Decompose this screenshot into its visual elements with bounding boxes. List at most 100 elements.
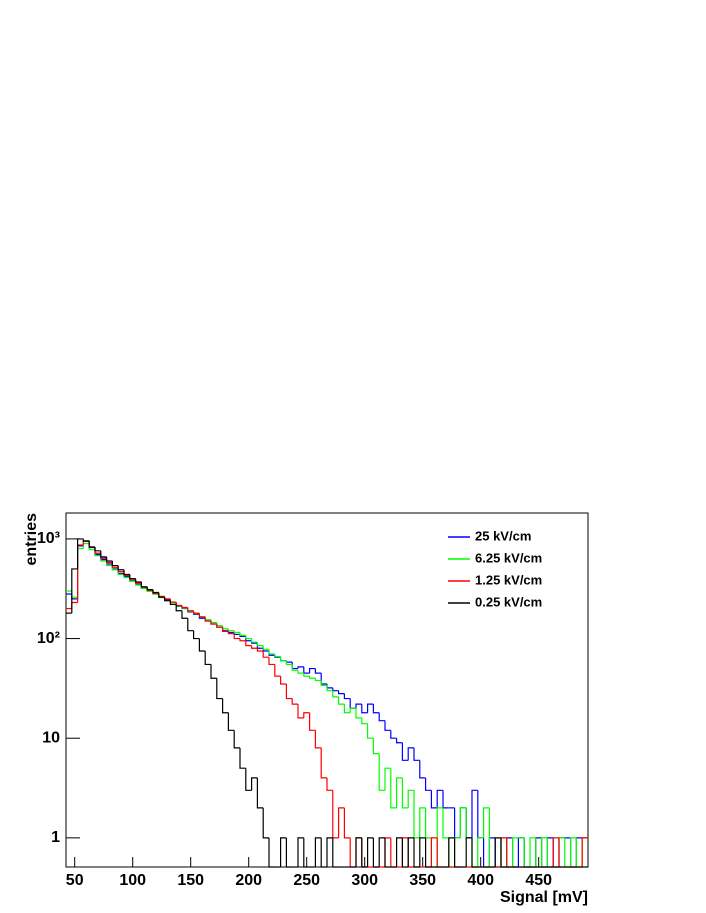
histogram-bin bbox=[187, 607, 194, 612]
histogram-bin bbox=[268, 651, 275, 656]
histogram-bin bbox=[210, 664, 217, 679]
histogram-bin bbox=[82, 538, 90, 542]
legend-label: 25 kV/cm bbox=[475, 528, 531, 543]
y-tick-label: 10 bbox=[42, 729, 60, 746]
histogram-bin bbox=[158, 593, 165, 597]
x-tick-label: 350 bbox=[409, 872, 436, 889]
histogram-bin bbox=[140, 584, 148, 589]
histogram-bin bbox=[106, 558, 113, 564]
histogram-bin bbox=[558, 837, 565, 868]
histogram-bin bbox=[204, 616, 211, 622]
histogram-bin bbox=[245, 640, 252, 647]
histogram-bin bbox=[100, 550, 107, 558]
histogram-bin bbox=[303, 666, 310, 674]
histogram-bin bbox=[436, 789, 443, 808]
histogram-bin bbox=[465, 807, 472, 839]
histogram-bin bbox=[338, 690, 345, 695]
histogram-bin bbox=[94, 546, 101, 552]
histogram-bin bbox=[367, 837, 374, 867]
histogram-bin bbox=[303, 673, 310, 677]
legend-label: 0.25 kV/cm bbox=[475, 594, 542, 609]
histogram-bin bbox=[506, 837, 513, 868]
histogram-bin bbox=[326, 685, 333, 692]
histogram-bin bbox=[77, 547, 84, 598]
histogram-bin bbox=[135, 578, 142, 583]
histogram-bin bbox=[494, 837, 501, 868]
histogram-bin bbox=[129, 574, 136, 580]
histogram-bin bbox=[204, 616, 211, 621]
y-axis-title: entries bbox=[23, 513, 40, 566]
histogram-bin bbox=[378, 712, 385, 722]
histogram-bin bbox=[216, 624, 223, 628]
histogram-bin bbox=[564, 837, 571, 868]
histogram-bin bbox=[181, 610, 188, 619]
histogram-bin bbox=[558, 837, 565, 867]
histogram-bin bbox=[314, 668, 322, 674]
histogram-bin bbox=[523, 837, 530, 868]
histogram-bin bbox=[158, 592, 165, 598]
histogram-bin bbox=[512, 837, 519, 867]
histogram-bin bbox=[222, 698, 229, 714]
histogram-bin bbox=[233, 630, 240, 634]
histogram-bin bbox=[268, 649, 275, 655]
histogram-bin bbox=[541, 837, 548, 868]
histogram-bin bbox=[448, 837, 455, 868]
histogram-bin bbox=[216, 622, 223, 627]
histogram-bin bbox=[193, 630, 200, 640]
histogram-bin bbox=[500, 837, 507, 868]
histogram-bin bbox=[390, 837, 397, 868]
histogram-bin bbox=[425, 837, 432, 868]
histogram-bin bbox=[94, 546, 101, 554]
histogram-bin bbox=[285, 837, 293, 868]
histogram-bin bbox=[372, 837, 380, 868]
histogram-bin bbox=[471, 837, 478, 868]
histogram-bin bbox=[245, 768, 252, 791]
histogram-bin bbox=[256, 777, 264, 809]
legend-label: 1.25 kV/cm bbox=[475, 572, 542, 587]
histogram-bin bbox=[361, 704, 368, 714]
histogram-bin bbox=[407, 789, 414, 808]
histogram-bin bbox=[384, 837, 391, 868]
histogram-bin bbox=[355, 703, 362, 709]
histogram-bin bbox=[111, 561, 119, 567]
histogram-bin bbox=[262, 807, 269, 839]
histogram-bin bbox=[210, 621, 217, 625]
histogram-bin bbox=[280, 837, 287, 867]
histogram-bin bbox=[320, 747, 327, 779]
histogram-bin bbox=[552, 837, 559, 868]
y-tick-label: 1 bbox=[51, 829, 60, 846]
histogram-bin bbox=[123, 569, 130, 576]
histogram-bin bbox=[146, 586, 153, 591]
histogram-bin bbox=[239, 632, 246, 636]
histogram-bin bbox=[239, 638, 246, 642]
histogram-bin bbox=[506, 837, 513, 867]
histogram-bin bbox=[378, 753, 385, 791]
histogram-bin bbox=[320, 837, 327, 868]
histogram-bin bbox=[401, 742, 409, 761]
histogram-bin bbox=[419, 760, 426, 779]
x-tick-label: 300 bbox=[351, 872, 378, 889]
histogram-bin bbox=[355, 708, 362, 719]
histogram-bin bbox=[372, 704, 380, 714]
histogram-bin bbox=[175, 602, 182, 607]
histogram-bin bbox=[372, 738, 380, 755]
histogram-bin bbox=[459, 807, 467, 838]
histogram-bin bbox=[361, 717, 368, 725]
histogram-bin bbox=[465, 807, 472, 839]
histogram-bin bbox=[459, 807, 467, 838]
histogram-bin bbox=[512, 837, 519, 868]
histogram-bin bbox=[390, 768, 397, 809]
histogram-bin bbox=[442, 807, 449, 839]
histogram-bin bbox=[285, 683, 293, 700]
histogram-bin bbox=[297, 837, 304, 867]
histogram-bin bbox=[222, 627, 229, 633]
histogram-bin bbox=[436, 807, 443, 867]
histogram-bin bbox=[355, 837, 362, 867]
histogram-bin bbox=[320, 680, 327, 686]
histogram-bin bbox=[425, 777, 432, 791]
histogram-bin bbox=[198, 614, 206, 619]
histogram-bin bbox=[581, 837, 588, 867]
x-tick-label: 150 bbox=[177, 872, 204, 889]
histogram-bin bbox=[251, 777, 258, 791]
histogram-bin bbox=[570, 837, 577, 868]
